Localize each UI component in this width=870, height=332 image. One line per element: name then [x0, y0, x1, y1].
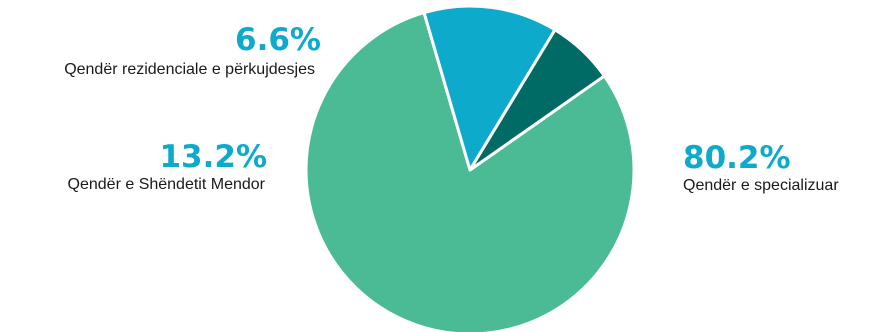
slice-shendetit-mendor	[422, 4, 557, 172]
slice-rezidenciale-percent: 6.6%	[235, 22, 321, 58]
slice-rezidenciale	[468, 28, 606, 172]
slice-shendetit-mendor-label: Qendër e Shëndetit Mendor	[67, 176, 265, 193]
slice-shendetit-mendor-percent: 13.2%	[159, 139, 267, 175]
slice-rezidenciale-label: Qendër rezidenciale e përkujdesjes	[64, 61, 315, 78]
slice-specializuar-label: Qendër e specializuar	[683, 177, 839, 194]
slice-specializuar	[304, 11, 636, 332]
slice-specializuar-percent: 80.2%	[683, 140, 791, 176]
